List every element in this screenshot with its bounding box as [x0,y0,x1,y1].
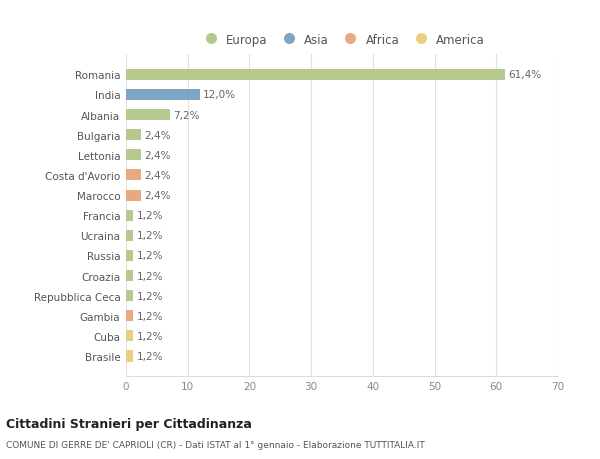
Text: 1,2%: 1,2% [136,251,163,261]
Bar [126,150,141,161]
Text: 1,2%: 1,2% [136,211,163,221]
Text: 1,2%: 1,2% [136,271,163,281]
Bar [126,230,133,241]
Text: 1,2%: 1,2% [136,231,163,241]
Text: 2,4%: 2,4% [144,151,170,161]
Bar [126,351,133,362]
Text: 1,2%: 1,2% [136,311,163,321]
Text: 61,4%: 61,4% [508,70,541,80]
Text: 1,2%: 1,2% [136,291,163,301]
Bar [126,250,133,262]
Text: 2,4%: 2,4% [144,190,170,201]
Text: 2,4%: 2,4% [144,171,170,180]
Text: 1,2%: 1,2% [136,331,163,341]
Bar [126,190,141,201]
Bar [126,330,133,341]
Text: Cittadini Stranieri per Cittadinanza: Cittadini Stranieri per Cittadinanza [6,417,252,430]
Bar [126,291,133,302]
Text: 7,2%: 7,2% [173,110,200,120]
Bar [126,90,200,101]
Bar [126,70,505,81]
Bar [126,130,141,141]
Bar [126,210,133,221]
Bar [126,170,141,181]
Text: 1,2%: 1,2% [136,351,163,361]
Text: 2,4%: 2,4% [144,130,170,140]
Text: 12,0%: 12,0% [203,90,236,100]
Legend: Europa, Asia, Africa, America: Europa, Asia, Africa, America [194,29,490,51]
Bar [126,270,133,281]
Bar [126,110,170,121]
Text: COMUNE DI GERRE DE' CAPRIOLI (CR) - Dati ISTAT al 1° gennaio - Elaborazione TUTT: COMUNE DI GERRE DE' CAPRIOLI (CR) - Dati… [6,441,425,449]
Bar [126,311,133,322]
